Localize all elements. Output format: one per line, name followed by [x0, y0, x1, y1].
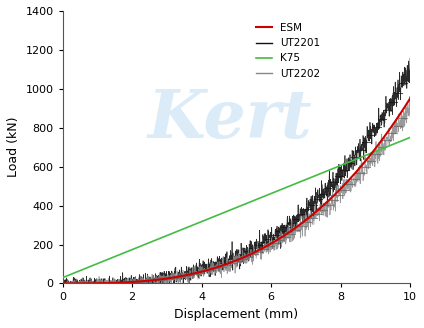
X-axis label: Displacement (mm): Displacement (mm) — [174, 308, 298, 321]
Y-axis label: Load (kN): Load (kN) — [7, 117, 20, 177]
Legend: ESM, UT2201, K75, UT2202: ESM, UT2201, K75, UT2202 — [252, 19, 324, 83]
Text: Kert: Kert — [147, 88, 312, 153]
